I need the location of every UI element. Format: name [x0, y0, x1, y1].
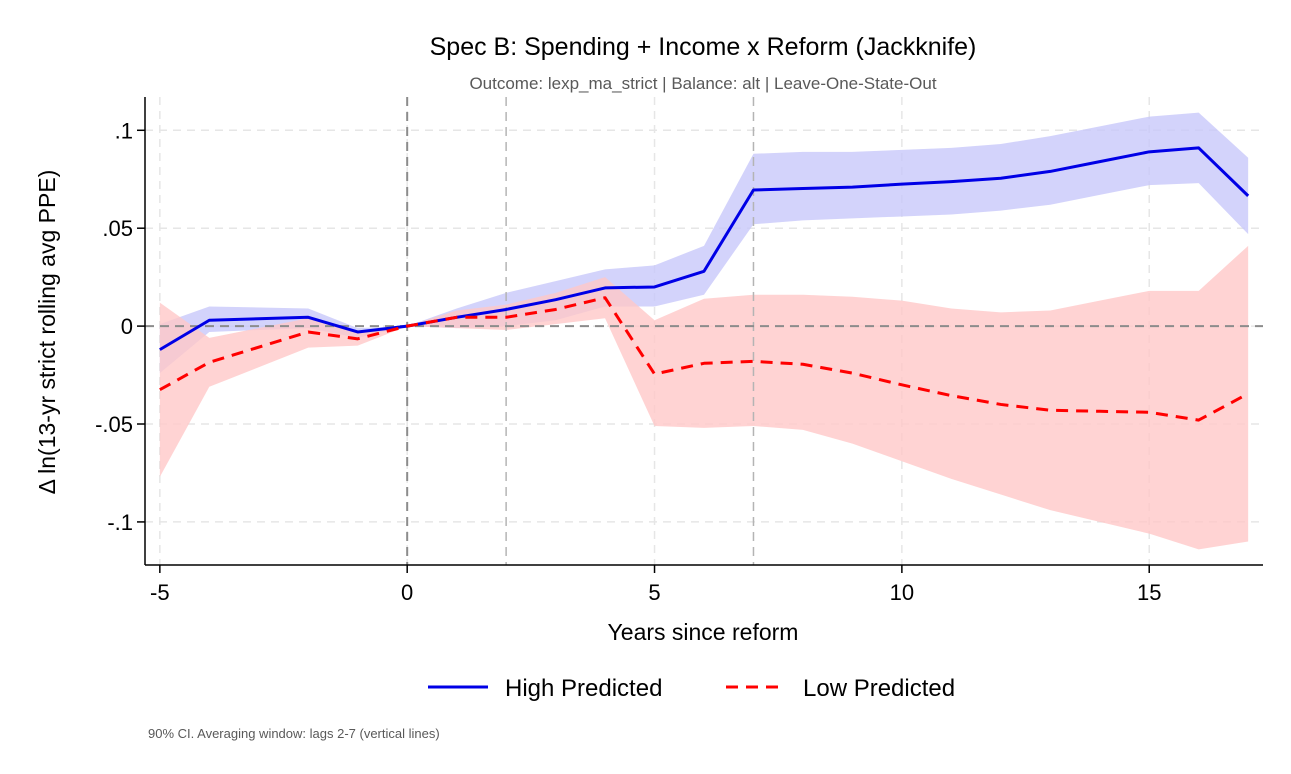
legend-label-low: Low Predicted	[803, 675, 955, 702]
series-lines	[159, 146, 1250, 422]
chart-subtitle: Outcome: lexp_ma_strict | Balance: alt |…	[469, 74, 936, 93]
legend-label-high: High Predicted	[505, 675, 662, 702]
x-tick-label-4: 15	[1137, 580, 1161, 605]
x-tick-label-1: 0	[401, 580, 413, 605]
y-tick-label-4: -.1	[107, 510, 133, 535]
x-tick-label-3: 10	[890, 580, 914, 605]
axes: .1 .05 0 -.05 -.1 -5 0 5 10 15	[95, 97, 1263, 605]
chart-note: 90% CI. Averaging window: lags 2-7 (vert…	[148, 726, 440, 741]
y-axis-label: Δ ln(13-yr strict rolling avg PPE)	[34, 170, 60, 495]
y-tick-label-3: -.05	[95, 412, 133, 437]
x-axis-label: Years since reform	[608, 619, 799, 645]
y-tick-label-0: .1	[115, 118, 133, 143]
series-line-0	[159, 146, 1250, 351]
y-tick-label-2: 0	[121, 314, 133, 339]
x-tick-label-2: 5	[648, 580, 660, 605]
ci-band-0	[159, 112, 1249, 374]
chart-title: Spec B: Spending + Income x Reform (Jack…	[430, 33, 977, 61]
series-line-1	[159, 296, 1249, 422]
reference-lines	[145, 97, 1263, 565]
y-tick-label-1: .05	[102, 216, 133, 241]
legend: High Predicted Low Predicted	[428, 675, 955, 702]
x-tick-label-0: -5	[150, 580, 170, 605]
confidence-bands	[159, 112, 1249, 550]
